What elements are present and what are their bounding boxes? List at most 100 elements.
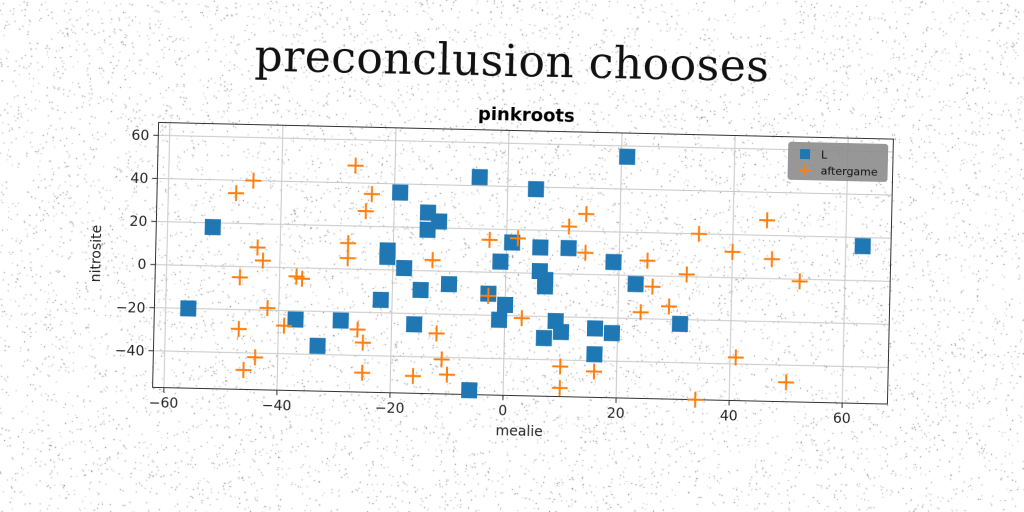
y-tick-label: −40 [115, 343, 145, 360]
data-point-aftergame [480, 287, 497, 304]
x-axis-label: mealie [495, 423, 543, 440]
data-point-l [204, 218, 221, 236]
data-point-aftergame [228, 185, 245, 202]
data-point-aftergame [791, 273, 808, 290]
data-point-l [461, 382, 478, 399]
data-point-aftergame [632, 304, 649, 321]
data-point-l [586, 346, 603, 363]
data-point-l [392, 184, 409, 201]
y-gridline [158, 134, 894, 153]
x-tick-label: −20 [375, 400, 405, 417]
x-gridline [841, 138, 849, 404]
y-tick-label: 60 [131, 128, 149, 144]
data-point-aftergame [438, 366, 455, 383]
data-point-l [603, 324, 621, 342]
x-tick-label: −40 [262, 398, 292, 415]
data-point-aftergame [254, 252, 271, 269]
data-point-l [412, 281, 429, 299]
data-point-l [490, 311, 508, 328]
data-point-aftergame [247, 349, 264, 366]
data-point-aftergame [433, 351, 450, 368]
data-point-l [535, 329, 553, 347]
x-tick-label: 20 [607, 406, 625, 422]
y-tick-label: 0 [137, 257, 146, 273]
data-point-l [619, 148, 636, 165]
data-point-aftergame [644, 278, 661, 295]
data-point-aftergame [724, 243, 741, 260]
data-point-aftergame [586, 363, 603, 380]
data-point-aftergame [763, 251, 780, 268]
data-point-l [560, 239, 577, 257]
data-point-aftergame [294, 270, 311, 287]
data-point-aftergame [354, 334, 371, 351]
data-point-aftergame [230, 320, 247, 338]
data-point-aftergame [276, 317, 293, 334]
scatter-chart: pinkroots −60 −40 −20 0 20 40 60 −40 −20 0 20 40 60 me… [88, 104, 894, 440]
data-point-aftergame [577, 244, 594, 261]
x-gridline [276, 125, 284, 391]
x-tick-label: 0 [498, 403, 507, 419]
data-point-l [586, 320, 604, 337]
legend-marker-aftergame [798, 164, 811, 177]
data-point-l [527, 181, 545, 198]
data-point-l [471, 168, 488, 186]
legend-box [787, 141, 889, 182]
data-point-l [532, 239, 549, 256]
data-point-l [492, 253, 509, 270]
legend-label: L [821, 148, 828, 161]
data-point-aftergame [578, 206, 595, 223]
data-point-aftergame [561, 218, 578, 235]
x-tick-label: −60 [149, 395, 179, 412]
data-point-aftergame [639, 252, 656, 269]
x-gridline [163, 122, 171, 388]
chart-title: pinkroots [478, 104, 575, 127]
data-point-aftergame [551, 379, 568, 397]
data-point-aftergame [339, 250, 356, 267]
data-point-l [854, 237, 871, 255]
data-point-aftergame [690, 225, 708, 242]
y-tick-label: 20 [129, 214, 147, 230]
data-point-l [627, 275, 644, 293]
data-point-l [309, 337, 326, 355]
data-point-aftergame [552, 358, 569, 375]
data-point-aftergame [661, 298, 678, 315]
plot-frame [152, 121, 894, 405]
legend-marker-l [799, 149, 811, 160]
legend-label: aftergame [821, 164, 879, 178]
x-tick-label: 40 [720, 408, 738, 424]
data-point-aftergame [759, 212, 776, 229]
data-point-l [395, 259, 413, 277]
data-point-aftergame [354, 364, 371, 381]
data-point-aftergame [678, 266, 695, 283]
data-point-aftergame [249, 239, 266, 256]
data-point-l [605, 253, 622, 271]
data-point-l [496, 296, 514, 314]
data-point-aftergame [428, 325, 445, 342]
data-point-l [671, 315, 689, 333]
data-point-aftergame [687, 391, 704, 408]
data-point-l [552, 323, 570, 341]
data-point-l [405, 316, 423, 333]
data-point-aftergame [481, 231, 498, 248]
y-gridline [155, 264, 891, 282]
y-tick-label: −20 [116, 300, 146, 317]
y-axis-label: nitrosite [88, 225, 105, 283]
data-point-l [440, 276, 458, 293]
data-point-aftergame [509, 230, 526, 247]
data-point-aftergame [363, 186, 380, 203]
y-tick-label: 40 [130, 171, 148, 187]
data-point-aftergame [424, 252, 441, 269]
data-point-aftergame [347, 157, 364, 174]
x-gridline [728, 135, 736, 401]
data-point-l [536, 278, 554, 295]
data-point-aftergame [357, 203, 374, 220]
y-gridline [156, 221, 892, 239]
data-point-aftergame [259, 300, 276, 317]
x-tick-label: 60 [833, 411, 851, 427]
data-point-aftergame [340, 235, 357, 252]
data-point-l [180, 300, 197, 317]
data-point-aftergame [513, 310, 530, 327]
data-point-aftergame [404, 368, 422, 385]
chart-container: pinkroots −60 −40 −20 0 20 40 60 −40 −20 0 20 40 60 me… [56, 90, 924, 479]
